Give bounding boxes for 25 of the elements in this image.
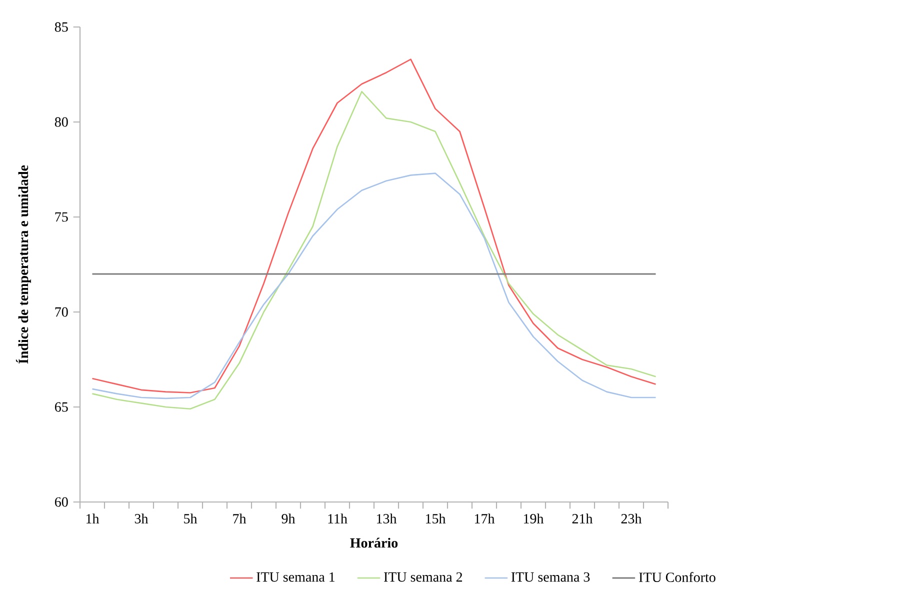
- x-tick-label: 15h: [426, 514, 446, 524]
- line-series: [92, 172, 656, 400]
- x-axis-title: Horário: [350, 538, 398, 548]
- x-tick-label: 7h: [233, 514, 246, 524]
- legend-label: ITU Conforto: [639, 572, 716, 582]
- x-tick-label: 5h: [184, 514, 198, 524]
- y-tick-label: 60: [55, 497, 68, 507]
- x-tick-label: 13h: [376, 514, 397, 524]
- y-tick-label: 80: [54, 117, 68, 127]
- y-tick-label: 70: [55, 307, 68, 317]
- legend-label: ITU semana 1: [256, 572, 335, 582]
- x-tick-label: 19h: [524, 514, 544, 524]
- legend-label: ITU semana 2: [384, 572, 462, 582]
- y-axis-title: Índice de temperatura e umidade: [16, 165, 31, 364]
- x-tick-label: 23h: [621, 514, 642, 524]
- x-tick-label: 21h: [572, 514, 593, 524]
- x-tick-label: 17h: [474, 514, 495, 524]
- x-tick-label: 9h: [282, 514, 296, 524]
- legend-label: ITU semana 3: [511, 572, 590, 582]
- y-tick-label: 75: [55, 212, 68, 222]
- y-tick-label: 65: [55, 402, 68, 412]
- y-tick-label: 85: [54, 22, 68, 32]
- x-tick-label: 11h: [328, 514, 348, 524]
- x-tick-label: 1h: [86, 514, 100, 524]
- x-tick-label: 3h: [134, 514, 148, 524]
